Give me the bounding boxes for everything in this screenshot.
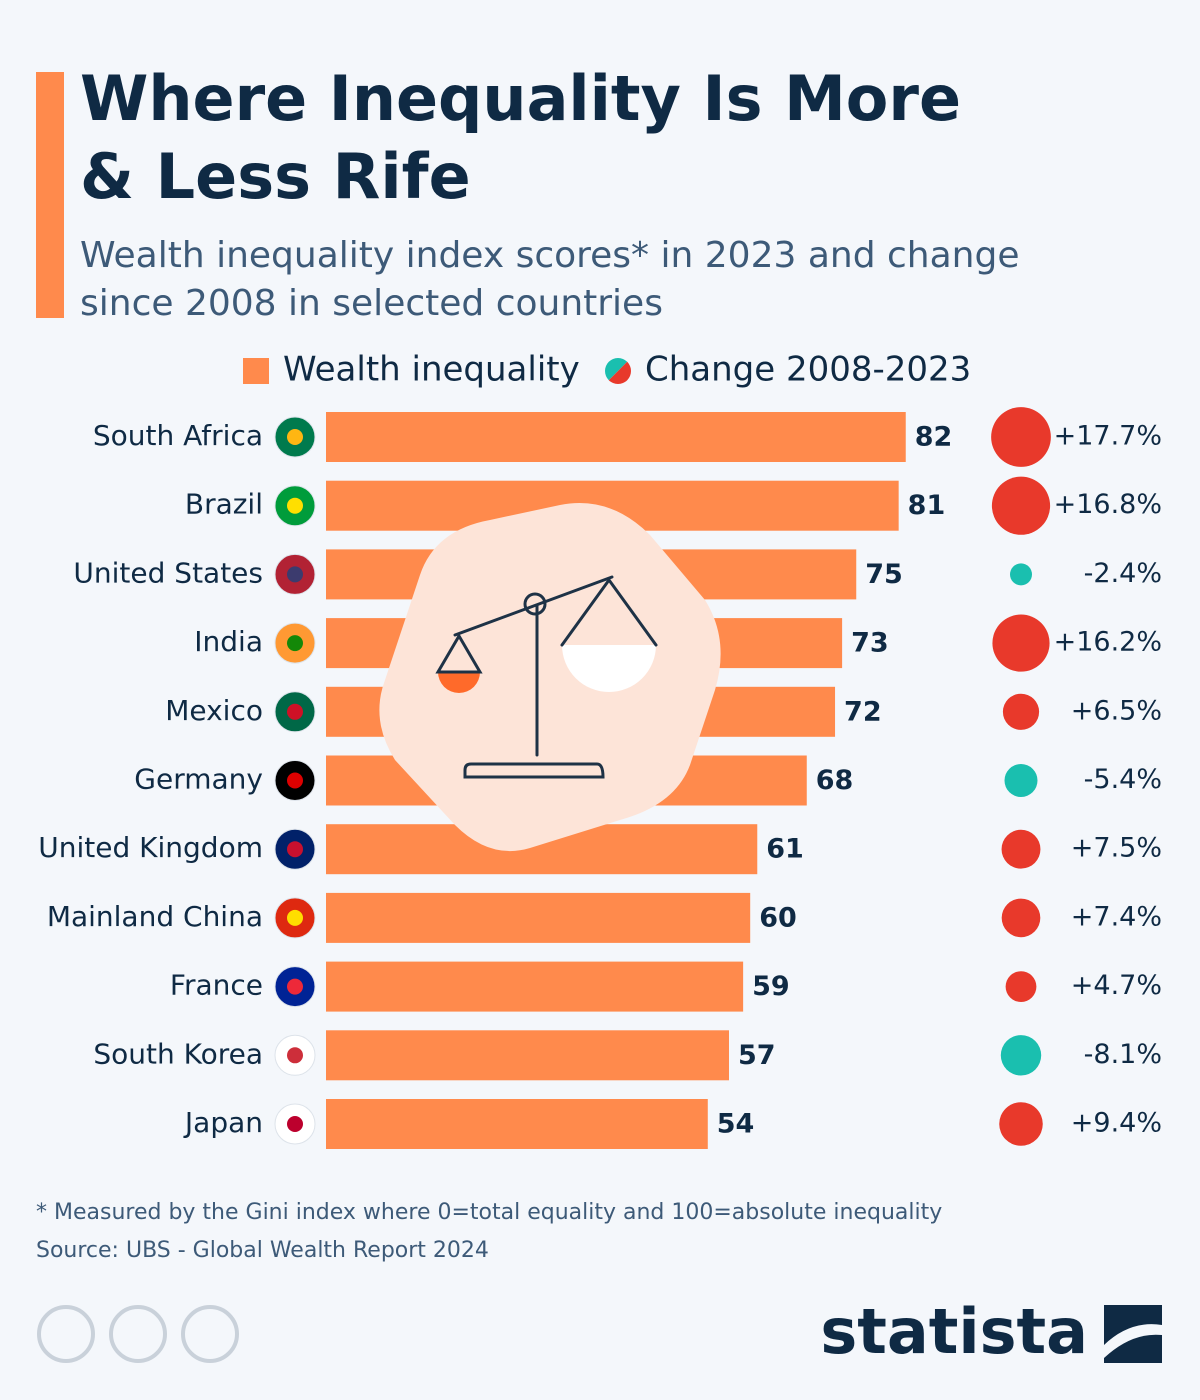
change-label: +16.2%	[1054, 627, 1162, 658]
accent-bar	[36, 72, 64, 318]
category-label: India	[194, 625, 263, 658]
legend-label: Change 2008-2023	[645, 350, 971, 390]
flag-emblem	[287, 1116, 303, 1132]
chart-title: Where Inequality Is More & Less Rife	[80, 62, 962, 213]
change-bubble	[1004, 764, 1038, 797]
illustration	[379, 503, 721, 852]
bar-value-label: 59	[752, 971, 790, 1002]
category-label: South Korea	[93, 1037, 263, 1070]
change-label: +7.4%	[1071, 901, 1162, 932]
flag-emblem	[287, 566, 303, 583]
chart-subtitle: Wealth inequality index scores* in 2023 …	[80, 235, 1020, 324]
bar-value-label: 54	[717, 1109, 755, 1140]
change-bubble	[999, 1102, 1043, 1146]
change-bubble	[991, 407, 1051, 467]
bar	[326, 412, 906, 462]
category-label: United Kingdom	[38, 831, 263, 864]
illustration-line	[463, 762, 605, 779]
bar	[326, 1099, 708, 1149]
legend-label: Wealth inequality	[283, 350, 580, 390]
category-label: France	[170, 969, 263, 1002]
flag-emblem	[287, 635, 303, 652]
flag-emblem	[287, 497, 303, 514]
illustration-line	[523, 592, 547, 616]
category-label: Germany	[134, 763, 263, 796]
change-bubble	[1010, 563, 1032, 586]
illustration-bg	[379, 503, 721, 852]
bar-value-label: 57	[738, 1040, 776, 1071]
change-bubble	[992, 614, 1050, 672]
flag-emblem	[287, 909, 303, 926]
change-label: -5.4%	[1084, 764, 1162, 795]
flag-emblem	[287, 703, 303, 720]
change-label: -8.1%	[1084, 1039, 1162, 1070]
illustration-line	[453, 575, 614, 637]
change-bubble	[1005, 971, 1037, 1002]
category-label: Brazil	[185, 488, 263, 521]
bar-value-label: 61	[766, 834, 804, 865]
category-label: South Africa	[93, 419, 263, 452]
bar-value-label: 75	[865, 559, 903, 590]
bar-value-label: 60	[759, 902, 797, 933]
category-label: United States	[73, 556, 263, 589]
source: Source: UBS - Global Wealth Report 2024	[36, 1238, 489, 1263]
category-label: Mainland China	[47, 900, 263, 933]
change-label: +17.7%	[1054, 421, 1162, 452]
footnote: * Measured by the Gini index where 0=tot…	[36, 1200, 943, 1225]
flag-emblem	[287, 429, 303, 445]
change-bubble	[1002, 693, 1040, 730]
category-label: Mexico	[165, 694, 263, 727]
flag-emblem	[287, 772, 303, 789]
bar-value-label: 73	[851, 628, 889, 659]
illustration-pan	[562, 645, 656, 692]
legend-swatch	[605, 358, 628, 381]
change-label: +4.7%	[1071, 970, 1162, 1001]
change-label: +16.8%	[1054, 489, 1162, 520]
change-label: -2.4%	[1084, 558, 1162, 589]
illustration-pan	[438, 672, 480, 693]
change-bubble	[1000, 1035, 1042, 1076]
bar	[326, 1030, 729, 1081]
change-label: +6.5%	[1071, 695, 1162, 726]
change-bubble	[1001, 898, 1041, 938]
change-label: +9.4%	[1071, 1108, 1162, 1139]
bar	[326, 961, 744, 1012]
bar-value-label: 81	[908, 490, 946, 521]
change-bubble	[1001, 829, 1041, 869]
illustration-line	[560, 578, 658, 647]
bar	[326, 892, 751, 943]
legend-swatch	[608, 361, 631, 384]
change-label: +7.5%	[1071, 833, 1162, 864]
change-bubble	[991, 476, 1051, 535]
illustration-line	[435, 633, 483, 674]
flag-emblem	[287, 1047, 303, 1064]
flag-emblem	[287, 978, 303, 995]
bar-value-label: 68	[816, 765, 854, 796]
bar-value-label: 82	[915, 422, 953, 453]
legend-swatch	[243, 358, 269, 384]
bar-value-label: 72	[844, 696, 882, 727]
flag-emblem	[287, 841, 303, 858]
category-label: Japan	[183, 1106, 263, 1139]
